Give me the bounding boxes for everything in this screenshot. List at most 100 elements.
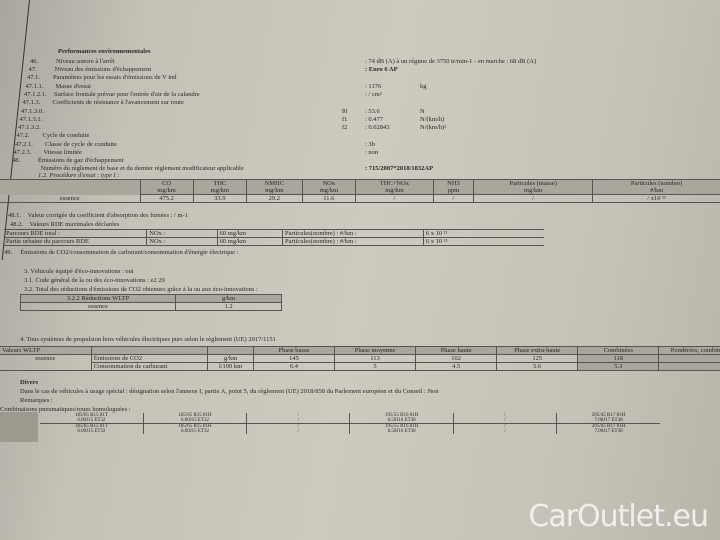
header-name: NMHC: [264, 180, 285, 187]
tyre-cell: 195/55 R16 81H 6.50J16 ET38: [349, 423, 454, 434]
header-name: NOx: [322, 180, 336, 187]
item-number: 46.: [30, 58, 39, 65]
header-name: Particules (masse): [509, 180, 557, 187]
item-number: 47.1.3.0.: [21, 108, 44, 115]
value-cell: 102: [415, 354, 497, 363]
tyre-cell: / /: [452, 413, 557, 424]
header-unit: mg/km: [523, 187, 543, 194]
tyre-cell: 185/65 R15 81T 6.00J15 ET32: [40, 424, 143, 434]
item-number: 47.2.1.: [15, 141, 33, 148]
table-row: essence Émissions de CO2 g/km 145 113 102 125 1…: [0, 354, 720, 363]
header-cell: NH3 ppm: [432, 179, 474, 195]
value-cell: 11.6: [301, 194, 356, 203]
phase-header: Phase haute: [415, 346, 497, 355]
row-label: Consommation de carburant: [90, 362, 208, 371]
rde-value: 60 mg/km: [216, 229, 283, 238]
table-row: Consommation de carburant l/100 km 6.4 5 4.5…: [0, 362, 720, 371]
item-number: 47.1.: [27, 74, 40, 81]
value-cell: [658, 362, 720, 371]
value-cell: 5.3: [577, 362, 659, 371]
tyre-cell: / /: [246, 423, 350, 434]
rim-size: 6.50J16 ET38: [387, 429, 416, 434]
item-label: Émissions de gaz d'échappement: [38, 157, 124, 164]
tyre-size: 195/55 R16 81H: [384, 424, 419, 429]
tyres-table: 185/65 R15 81T 6.00J15 ET32 185/65 R15 81H…: [40, 413, 660, 434]
phase-header: Phase moyenne: [333, 346, 416, 355]
tyre-size: 185/65 R15 81T: [75, 413, 108, 418]
phase-header: Combinées: [577, 346, 659, 355]
table-row: Partie urbaine du parcours RDE NOx :60 mg…: [4, 237, 544, 246]
row-unit: l/100 km: [207, 362, 254, 371]
value-cell: /: [354, 194, 434, 203]
tyre-size: /: [504, 424, 506, 429]
header-cell: THC+NOx mg/km: [354, 179, 434, 195]
item-value: : 3b: [365, 141, 375, 148]
tyre-cell: 185/65 R15 81H 6.00J15 ET32: [142, 423, 247, 434]
section-title: Performances environnementales: [58, 48, 151, 55]
coefficient-name: f1: [342, 116, 348, 123]
header-cell: 3.2.2 Réductions WLTP: [66, 295, 130, 302]
value-cell: 118: [577, 354, 659, 363]
line-number: 48.2.: [10, 221, 23, 228]
item-value: : 0.477: [365, 116, 384, 123]
fuel-cell: essence: [35, 355, 56, 362]
fuel-cell: essence: [88, 303, 108, 310]
item-number: 47.2.: [16, 132, 30, 139]
line-text: Valeur corrigée du coefficient d'absorpt…: [27, 212, 188, 219]
value-cell: 475.2: [139, 194, 194, 203]
header-unit: mg/km: [157, 187, 176, 194]
header-cell: CO mg/km: [139, 179, 194, 195]
wltp-reduction-table: 3.2.2 Réductions WLTP g/km essence 1.2: [20, 294, 282, 311]
rim-size: 6.00J15 ET32: [77, 418, 106, 423]
shaded-cell: [0, 412, 38, 442]
header-name: NH3: [447, 180, 460, 187]
item-value: : Euro 6 AP: [365, 66, 398, 73]
procedure-label: 1.2. Procédure d'essai : type I :: [38, 172, 120, 179]
value-cell: 6.4: [252, 362, 335, 371]
tyre-size: /: [297, 413, 300, 418]
table-row: 185/65 R15 81T 6.00J15 ET32 185/65 R15 81H…: [40, 413, 660, 424]
line-number: 48.1.: [8, 212, 21, 219]
rde-pollutant: NOx :: [146, 229, 218, 238]
line-number: 49.: [4, 249, 13, 256]
section-4: 4. Tous systèmes de propulsion hors véhi…: [20, 336, 276, 343]
wltp-table: Valeurs WLTP Phase basse Phase moyenne Phas…: [0, 346, 720, 371]
tyre-size: 205/45 R17 81H: [591, 424, 626, 429]
item-number: 47.2.3.: [13, 149, 32, 156]
value-cell: 113: [333, 354, 416, 363]
tyre-cell: / /: [452, 423, 557, 434]
item-number: 47.1.2.1.: [24, 91, 47, 98]
tyre-size: 185/65 R15 81H: [178, 413, 212, 418]
item-number: 47.1.3.1.: [19, 116, 43, 123]
coefficient-name: f0: [342, 108, 348, 115]
item-value: : 74 dB (A) à un régime de 3750 tr/min-1…: [365, 58, 537, 65]
header-name: CO: [162, 180, 172, 187]
item-label: Paramètres pour les essais d'émissions d…: [53, 74, 177, 81]
header-name: THC+NOx: [379, 180, 410, 187]
rim-size: 6.00J15 ET32: [77, 429, 106, 434]
header-name: Particules (nombre): [630, 180, 683, 187]
rde-label: Partie urbaine du parcours RDE: [6, 238, 90, 245]
line-text: Valeurs RDE maximales déclarées: [29, 221, 120, 228]
tyre-cell: 185/65 R15 81T 6.00J15 ET32: [40, 413, 143, 424]
item-unit: N: [420, 108, 425, 115]
eco-innovations: 3. Véhicule équipé d'éco-innovations : o…: [24, 268, 134, 275]
header-unit: mg/km: [210, 187, 230, 194]
line-49: 49. Émissions de CO2/consommation de car…: [4, 249, 238, 256]
rde-part: Particules(nombre) : #/km :: [282, 229, 424, 238]
item-value: : non: [365, 149, 379, 156]
row-unit: g/km: [207, 354, 254, 363]
rde-value: 60 mg/km: [216, 237, 283, 246]
item-label: Coefficients de résistance à l'avancemen…: [52, 99, 184, 106]
item-value: : 715/2007*2018/1832AP: [365, 165, 434, 172]
eco-reductions: 3.2. Total des réductions d'émissions de…: [24, 286, 258, 293]
value-cell: 4.5: [415, 362, 497, 371]
value-cell: /: [432, 194, 474, 203]
value-cell: 1.2: [175, 302, 282, 311]
phase-header: Phase extra-haute: [496, 346, 578, 355]
item-number: 48.: [12, 157, 21, 164]
rde-label: Parcours RDE total :: [6, 230, 60, 237]
tyre-size: 185/65 R15 81T: [75, 424, 108, 429]
tyre-size: 195/55 R16 81H: [384, 413, 419, 418]
rim-size: 6.00J15 ET32: [180, 429, 210, 434]
